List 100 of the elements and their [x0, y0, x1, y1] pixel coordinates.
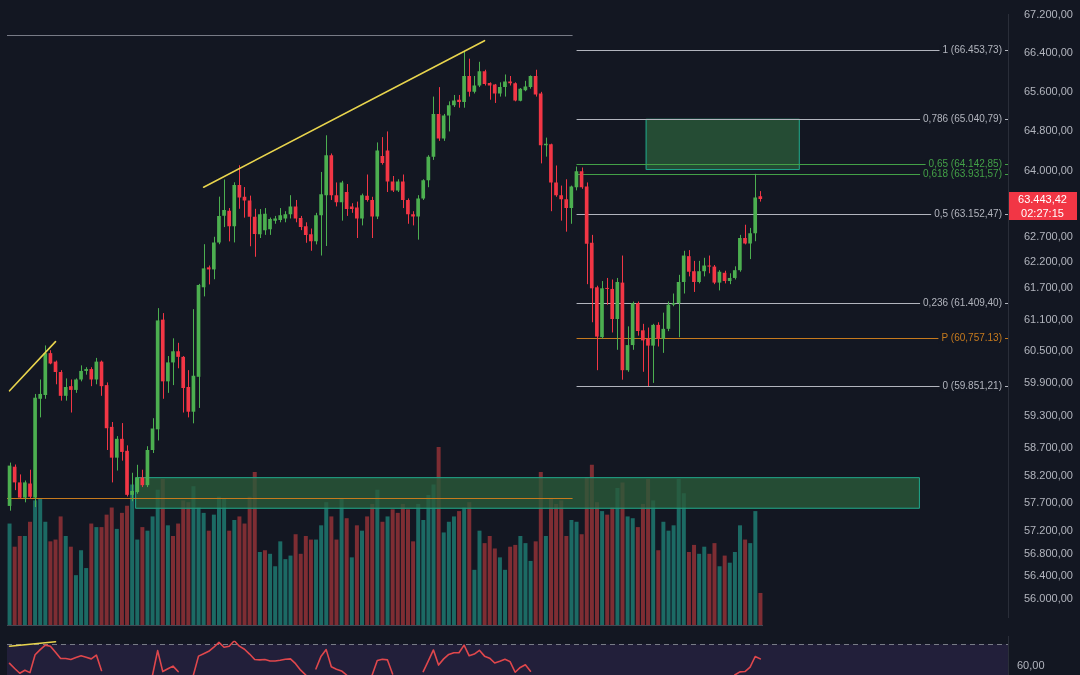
bar	[232, 519, 237, 625]
y-tick-label: 60.500,00	[1024, 344, 1073, 357]
candlestick	[503, 74, 507, 98]
candlestick	[421, 178, 426, 201]
bar	[354, 525, 359, 625]
bar	[68, 546, 73, 625]
bar	[344, 518, 349, 625]
bar	[349, 557, 354, 625]
candlestick	[492, 83, 497, 104]
text: 63.443,42	[1018, 192, 1067, 205]
bar	[130, 484, 135, 625]
candlestick	[559, 185, 563, 222]
y-tick-label: 59.900,00	[1024, 376, 1073, 389]
candlestick	[656, 321, 660, 348]
candlestick	[743, 224, 747, 245]
candlestick	[63, 377, 68, 402]
bar	[237, 516, 242, 625]
bar	[569, 519, 574, 625]
y-tick-label: 56.400,00	[1024, 569, 1073, 582]
bar	[380, 521, 385, 625]
bar	[543, 536, 548, 625]
y-tick-label: 56.800,00	[1024, 546, 1073, 559]
bar	[451, 516, 456, 625]
bar	[140, 527, 145, 625]
text: 60,00	[1017, 659, 1045, 672]
y-tick-label: 61.100,00	[1024, 312, 1073, 325]
bar	[262, 550, 267, 625]
bar	[661, 521, 666, 625]
y-tick-label: 61.700,00	[1024, 281, 1073, 294]
candlestick	[416, 194, 420, 241]
bar	[528, 560, 533, 625]
candlestick	[360, 193, 364, 226]
bar	[206, 530, 211, 625]
candlestick	[513, 81, 517, 102]
text: 02:27:15	[1021, 206, 1064, 219]
bar	[48, 541, 53, 625]
y-tick-label: 65.600,00	[1024, 84, 1073, 97]
bar	[27, 521, 32, 625]
y-tick-label: 62.200,00	[1024, 255, 1073, 268]
ref-line-label: P (60,757.13)	[941, 332, 1002, 344]
bar	[227, 530, 232, 625]
bar	[257, 552, 262, 625]
y-tick-label: 58.700,00	[1024, 441, 1073, 454]
bar	[600, 511, 605, 625]
candlestick	[222, 179, 226, 228]
bar	[94, 527, 99, 625]
y-tick-label: 57.200,00	[1024, 524, 1073, 537]
candlestick	[748, 227, 752, 260]
candlestick	[166, 355, 170, 394]
candlestick	[702, 257, 706, 277]
candlestick	[176, 342, 180, 369]
candlestick	[697, 260, 701, 284]
bar	[17, 536, 22, 625]
candlestick	[206, 265, 211, 285]
y-tick-label: 64.000,00	[1024, 164, 1073, 177]
bar	[518, 536, 523, 625]
bar	[743, 539, 748, 625]
bar	[109, 507, 114, 625]
candlestick	[406, 197, 410, 225]
candlestick	[564, 178, 569, 233]
bar	[22, 536, 27, 625]
bar	[722, 555, 727, 625]
bar	[89, 523, 94, 625]
y-tick-label: 62.700,00	[1024, 229, 1073, 242]
candlestick	[467, 58, 472, 98]
candlestick	[171, 337, 175, 386]
y-tick-label: 57.700,00	[1024, 496, 1073, 509]
bar	[201, 512, 206, 625]
ref-line-label: 0 (59.851,21)	[942, 380, 1002, 392]
bar	[58, 516, 63, 625]
candlestick	[23, 479, 27, 503]
bar	[717, 566, 722, 625]
candlestick	[651, 323, 655, 384]
bar	[268, 553, 273, 625]
candlestick	[446, 100, 451, 132]
ref-line-label: 0,65 (64.142,85)	[928, 158, 1002, 170]
bar	[145, 530, 150, 625]
candlestick	[227, 207, 231, 242]
candlestick	[89, 366, 94, 387]
bar	[462, 507, 467, 625]
bar	[472, 569, 477, 625]
y-tick-label: 64.800,00	[1024, 124, 1073, 137]
bar	[63, 536, 68, 625]
bar	[308, 539, 313, 625]
bar	[630, 518, 635, 625]
y-tick-label: 58.200,00	[1024, 468, 1073, 481]
candlestick	[370, 196, 374, 239]
candlestick	[365, 174, 369, 203]
y-tick-label: 59.300,00	[1024, 408, 1073, 421]
bar	[758, 592, 763, 625]
bar	[165, 525, 170, 625]
bar	[114, 528, 119, 625]
y-tick-label: 67.200,00	[1024, 7, 1073, 20]
ref-line-label: 0,618 (63.931,57)	[923, 168, 1002, 180]
bar	[385, 516, 390, 625]
ref-line-label: 1 (66.453,73)	[942, 44, 1002, 56]
bar	[574, 521, 579, 625]
ref-line-label: 0,786 (65.040,79)	[923, 113, 1002, 125]
bar	[7, 523, 12, 625]
candlestick	[114, 435, 119, 472]
